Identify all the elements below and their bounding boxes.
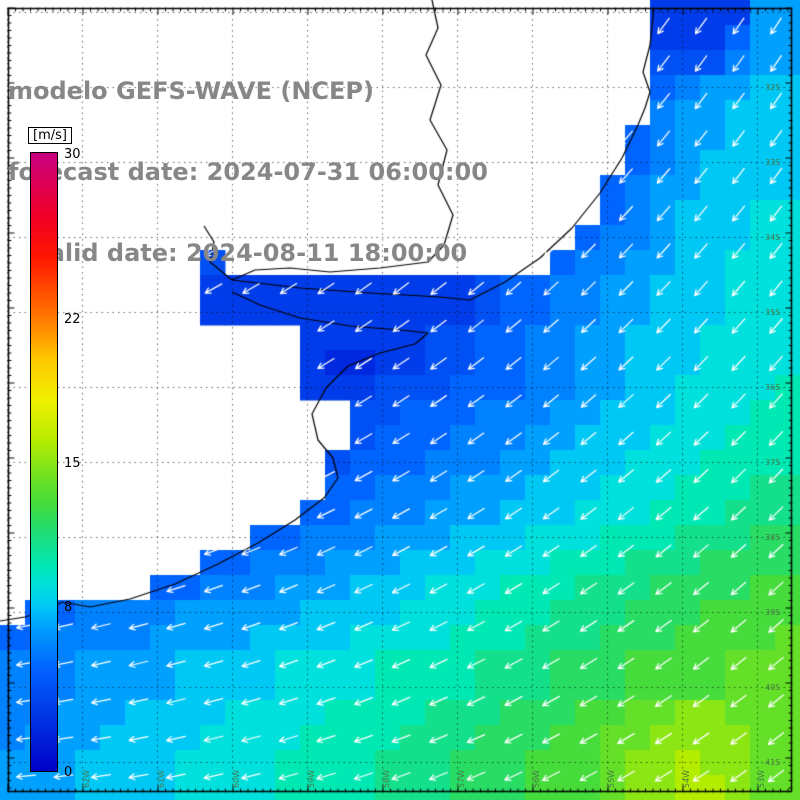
- lat-tick-label: 40S: [765, 683, 781, 692]
- lat-tick-label: 39S: [765, 608, 781, 617]
- valid-date-line: valid date: 2024-08-11 18:00:00: [8, 239, 468, 267]
- lon-tick-label: 59W: [307, 769, 316, 788]
- forecast-date-line: forecast date: 2024-07-31 06:00:00: [8, 158, 488, 186]
- lat-tick-label: 36S: [765, 383, 781, 392]
- colorbar: 30 22 15 8 0: [30, 147, 81, 780]
- lon-tick-label: 60W: [232, 769, 241, 788]
- lat-tick-label: 41S: [765, 758, 781, 767]
- lat-tick-label: 37S: [765, 458, 781, 467]
- lon-tick-label: 61W: [157, 769, 166, 788]
- lon-tick-label: 57W: [457, 769, 466, 788]
- lat-tick-label: 34S: [765, 233, 781, 242]
- colorbar-tick-label: 0: [64, 765, 73, 780]
- colorbar-tick-label: 15: [64, 456, 81, 471]
- lon-tick-label: 54W: [682, 769, 691, 788]
- lon-tick-label: 55W: [607, 769, 616, 788]
- colorbar-unit-label: [m/s]: [28, 127, 72, 144]
- lon-tick-label: 53W: [757, 769, 766, 788]
- lon-tick-label: 58W: [382, 769, 391, 788]
- lat-tick-label: 38S: [765, 533, 781, 542]
- lat-tick-label: 32S: [765, 83, 781, 92]
- colorbar-tick-label: 8: [64, 600, 73, 616]
- lat-tick-label: 33S: [765, 158, 781, 167]
- model-title: modelo GEFS-WAVE (NCEP): [8, 77, 374, 105]
- title-block: modelo GEFS-WAVE (NCEP) forecast date: 2…: [8, 24, 488, 321]
- lat-tick-label: 35S: [765, 308, 781, 317]
- colorbar-tick-label: 22: [64, 311, 81, 327]
- colorbar-gradient: [31, 153, 57, 771]
- colorbar-tick-label: 30: [64, 147, 81, 162]
- lon-tick-label: 56W: [532, 769, 541, 788]
